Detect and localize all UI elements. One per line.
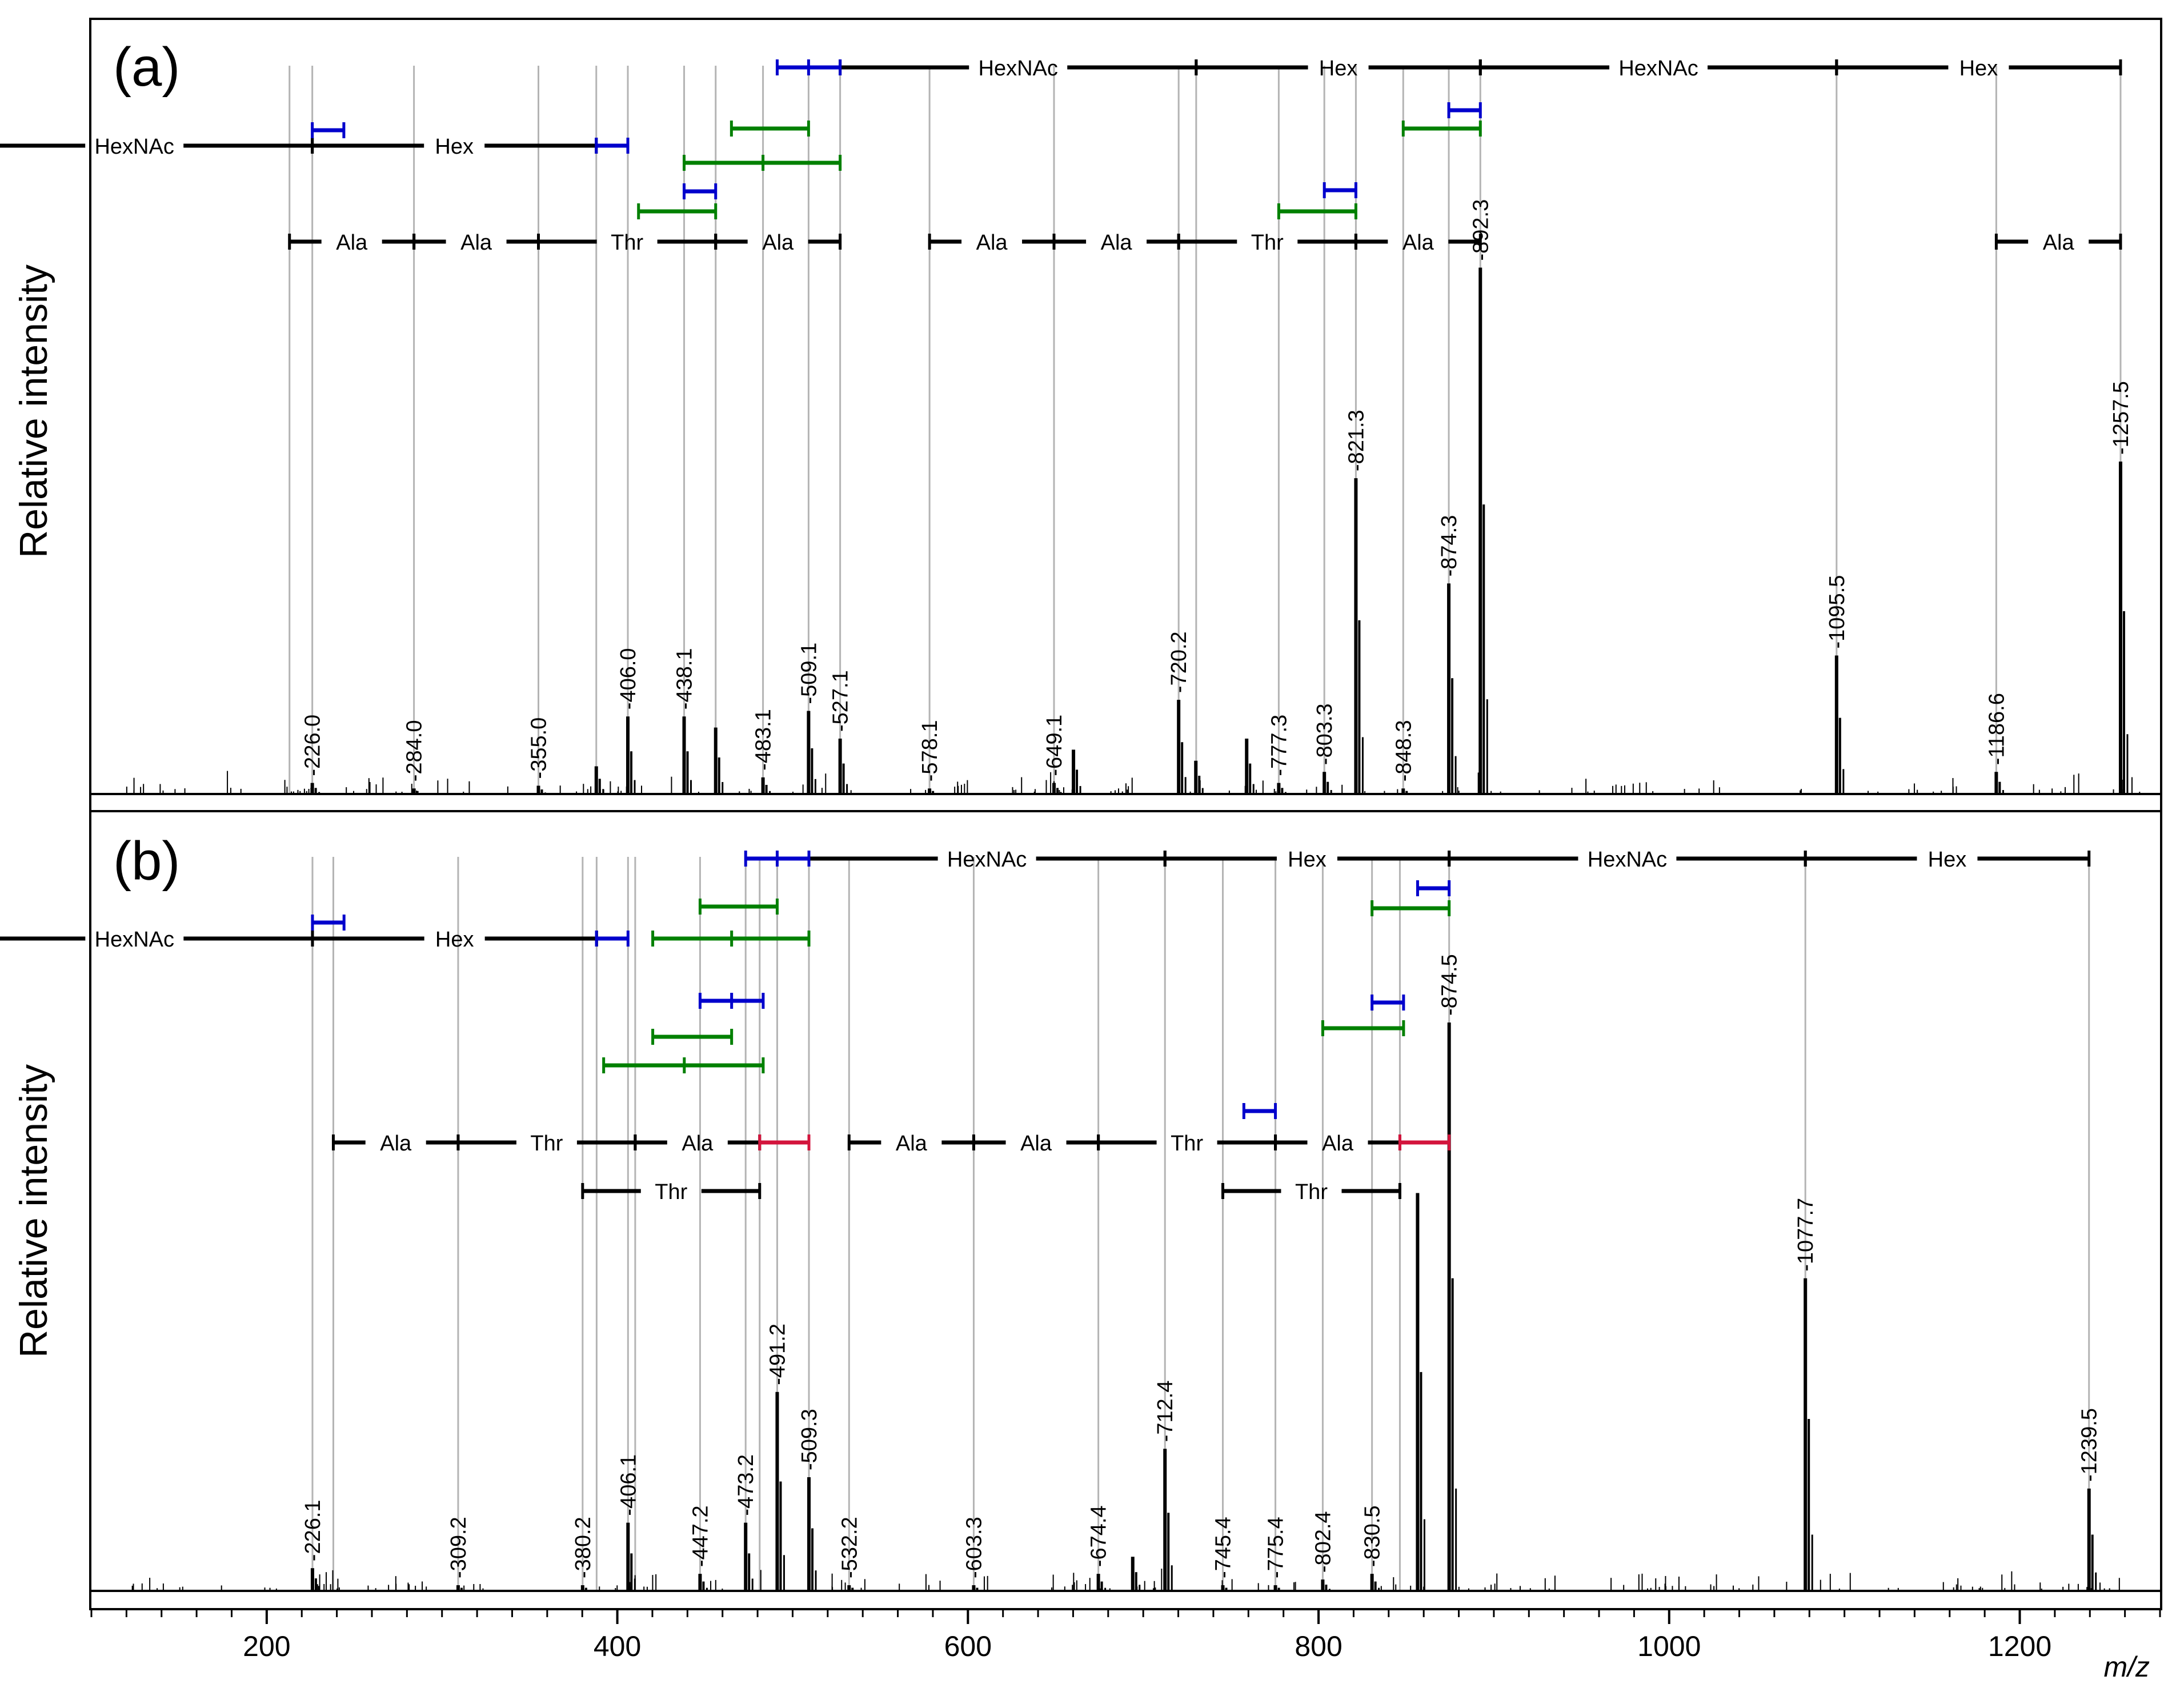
y-axis-label-b: Relative intensity [12,1064,55,1358]
peak-label: -803.3 [1313,703,1337,765]
peak-label: -491.2 [766,1324,790,1385]
panel-a-label: (a) [113,37,180,98]
peak-label: -603.3 [962,1517,986,1578]
sequence-label: Ala [336,231,368,255]
sequence-label: Ala [2043,231,2075,255]
peak-label: -380.2 [571,1517,595,1578]
ladder-label: HexNAc [1588,848,1667,872]
peak-label: -406.1 [616,1454,640,1516]
peak-label: -777.3 [1267,715,1291,776]
peak-label: -226.1 [301,1499,325,1561]
guide-lines [288,66,2122,1591]
peak-label: -1239.5 [2078,1408,2102,1482]
sequence-label: Ala [976,231,1008,255]
sequence-label: Ala [896,1132,928,1156]
peak-label: -874.5 [1438,954,1462,1016]
peak-label: -1186.6 [1985,693,2009,765]
peak-label: -892.3 [1469,199,1493,261]
ladder-label: Hex [1959,57,1998,81]
peak-label: -874.3 [1437,515,1461,577]
x-tick-label: 200 [243,1630,290,1662]
sequence-label: Thr [1251,231,1284,255]
sequence-label: Thr [655,1180,687,1204]
peak-label: -674.4 [1087,1505,1111,1567]
peak-label: -309.2 [447,1517,471,1578]
peak-label: -284.0 [403,720,427,782]
peak-label: -1095.5 [1825,575,1849,649]
sequence-label: Ala [460,231,492,255]
x-tick-label: 600 [944,1630,992,1662]
ladder-label: Hex [1319,57,1358,81]
peak-label: -509.1 [797,643,821,704]
sequence-label: Ala [380,1132,412,1156]
fragment-ladders: HexNAc Hex HexNAc Hex HexNAc Hex Ala Ala Thr Ala A… [0,57,2122,1204]
peak-label: -355.0 [527,717,551,779]
peak-label: -226.0 [301,715,325,776]
peak-label: -1077.7 [1794,1198,1818,1272]
sequence-label: Thr [1171,1132,1203,1156]
sequence-label: Ala [1020,1132,1052,1156]
peak-label: -438.1 [673,648,697,709]
peak-label: -745.4 [1212,1517,1236,1578]
peak-label: -578.1 [918,720,942,782]
ladder-label: HexNAc [979,57,1058,81]
peak-label: -830.5 [1361,1505,1385,1567]
peak-label: -406.0 [616,648,640,709]
sequence-label: Ala [1322,1132,1354,1156]
sequence-label: Thr [1295,1180,1328,1204]
x-tick-label: 800 [1295,1630,1342,1662]
peak-label: -848.3 [1392,720,1416,782]
peak-label: -447.2 [688,1505,712,1567]
x-tick-label: 1200 [1988,1630,2051,1662]
peak-label: -473.2 [734,1454,758,1516]
panel-b-frame [89,810,2162,1610]
ladder-label: HexNAc [94,135,174,159]
peak-label: -1257.5 [2109,381,2133,455]
peak-label: -720.2 [1167,631,1191,693]
ladder-label: Hex [435,135,474,159]
ladder-label: Hex [435,928,474,952]
sequence-label: Ala [1101,231,1133,255]
spectra-traces [91,267,2160,1592]
peak-label: -483.1 [752,709,776,771]
peak-label: -649.1 [1043,715,1067,776]
ladder-label: HexNAc [947,848,1027,872]
peak-labels: -226.0 -284.0 -355.0 -406.0 -438.1 -483.1 -509… [301,199,2133,1578]
ladder-label: HexNAc [1618,57,1698,81]
ladder-label: HexNAc [95,928,174,952]
x-axis: 200 400 600 800 1000 1200 [90,1609,2161,1662]
x-tick-label: 400 [594,1630,641,1662]
peak-label: -775.4 [1264,1517,1288,1578]
peak-label: -712.4 [1153,1381,1177,1442]
sequence-label: Thr [530,1132,563,1156]
peak-label: -527.1 [829,670,853,732]
sequence-label: Thr [611,231,643,255]
sequence-label: Ala [682,1132,714,1156]
sequence-label: Ala [762,231,794,255]
panel-b-label: (b) [113,831,180,892]
ladder-label: Hex [1928,848,1967,872]
y-axis-label-a: Relative intensity [12,264,55,558]
sequence-label: Ala [1402,231,1434,255]
ladder-label: Hex [1288,848,1327,872]
peak-label: -509.3 [798,1409,821,1470]
x-tick-label: 1000 [1637,1630,1701,1662]
peak-label: -532.2 [837,1517,861,1578]
x-axis-label: m/z [2103,1651,2150,1683]
peak-label: -821.3 [1344,410,1368,471]
peak-label: -802.4 [1311,1511,1335,1573]
panel-a-frame [89,18,2162,812]
